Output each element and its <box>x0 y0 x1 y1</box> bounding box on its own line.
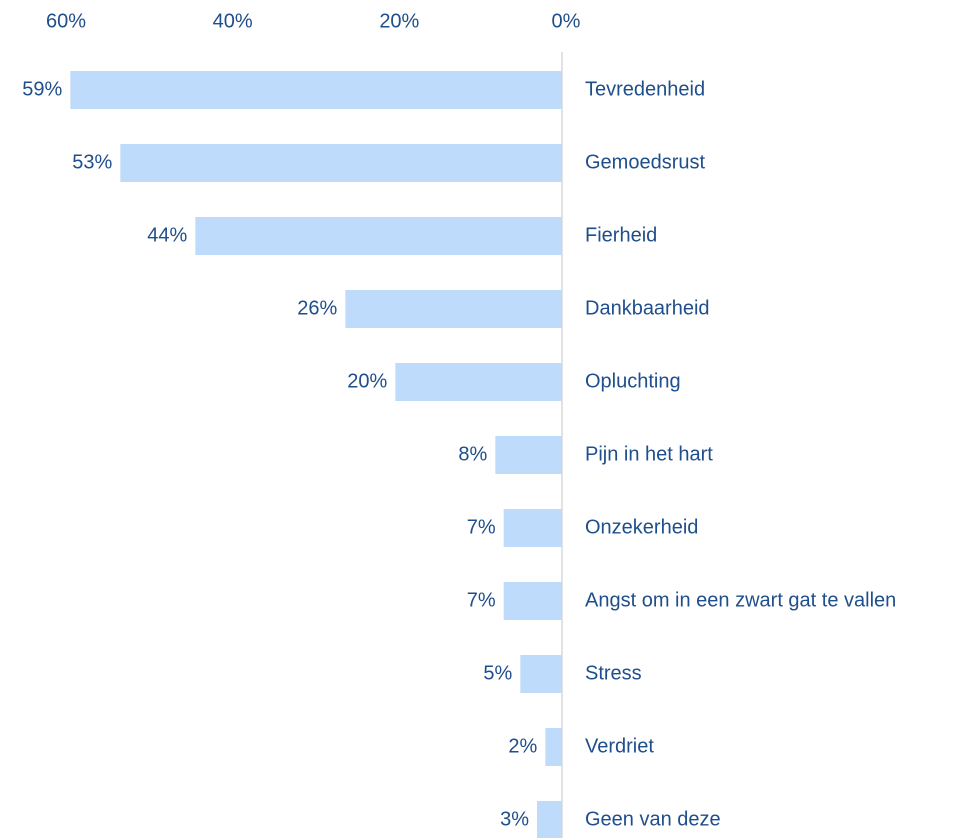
bar <box>195 217 563 255</box>
value-label: 8% <box>458 443 487 465</box>
category-label: Opluchting <box>585 370 681 392</box>
value-label: 3% <box>500 808 529 830</box>
bar <box>503 509 562 547</box>
category-label: Stress <box>585 662 642 684</box>
category-label: Tevredenheid <box>585 78 705 100</box>
bar <box>70 71 562 109</box>
category-label: Verdriet <box>585 735 654 757</box>
value-label: 26% <box>297 297 337 319</box>
value-label: 59% <box>22 78 62 100</box>
category-label: Fierheid <box>585 224 657 246</box>
bar <box>495 436 562 474</box>
bar <box>503 582 562 620</box>
value-label: 7% <box>467 516 496 538</box>
x-tick-label: 40% <box>213 10 253 32</box>
value-label: 20% <box>347 370 387 392</box>
value-label: 7% <box>467 589 496 611</box>
x-tick-label: 20% <box>379 10 419 32</box>
bar <box>520 655 562 693</box>
value-label: 2% <box>508 735 537 757</box>
value-label: 53% <box>72 151 112 173</box>
category-label: Onzekerheid <box>585 516 698 538</box>
category-label: Angst om in een zwart gat te vallen <box>585 589 896 611</box>
category-label: Dankbaarheid <box>585 297 710 319</box>
bar <box>537 801 562 838</box>
bar <box>120 144 562 182</box>
x-tick-label: 60% <box>46 10 86 32</box>
bar <box>345 290 562 328</box>
category-label: Gemoedsrust <box>585 151 705 173</box>
x-tick-label: 0% <box>552 10 581 32</box>
value-label: 5% <box>483 662 512 684</box>
category-label: Pijn in het hart <box>585 443 713 465</box>
category-label: Geen van deze <box>585 808 721 830</box>
bar <box>395 363 562 401</box>
bar <box>545 728 562 766</box>
value-label: 44% <box>147 224 187 246</box>
